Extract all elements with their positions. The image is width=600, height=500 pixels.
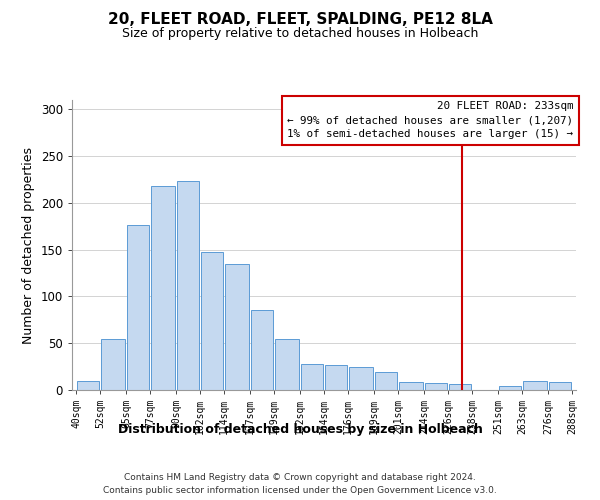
Bar [251, 310, 273, 390]
Bar [523, 380, 547, 390]
Bar [151, 186, 175, 390]
Bar [349, 366, 373, 390]
Bar [325, 364, 347, 390]
Bar [549, 382, 571, 390]
Bar [399, 382, 423, 390]
Text: 20 FLEET ROAD: 233sqm
← 99% of detached houses are smaller (1,207)
1% of semi-de: 20 FLEET ROAD: 233sqm ← 99% of detached … [287, 102, 574, 140]
Text: Distribution of detached houses by size in Holbeach: Distribution of detached houses by size … [118, 422, 482, 436]
Text: 20, FLEET ROAD, FLEET, SPALDING, PE12 8LA: 20, FLEET ROAD, FLEET, SPALDING, PE12 8L… [107, 12, 493, 28]
Y-axis label: Number of detached properties: Number of detached properties [22, 146, 35, 344]
Bar [301, 364, 323, 390]
Text: Contains HM Land Registry data © Crown copyright and database right 2024.: Contains HM Land Registry data © Crown c… [124, 472, 476, 482]
Bar [101, 338, 125, 390]
Bar [375, 372, 397, 390]
Bar [449, 384, 471, 390]
Text: Contains public sector information licensed under the Open Government Licence v3: Contains public sector information licen… [103, 486, 497, 495]
Bar [425, 382, 447, 390]
Bar [127, 226, 149, 390]
Bar [177, 182, 199, 390]
Text: Size of property relative to detached houses in Holbeach: Size of property relative to detached ho… [122, 28, 478, 40]
Bar [77, 380, 99, 390]
Bar [499, 386, 521, 390]
Bar [201, 252, 223, 390]
Bar [225, 264, 249, 390]
Bar [275, 338, 299, 390]
